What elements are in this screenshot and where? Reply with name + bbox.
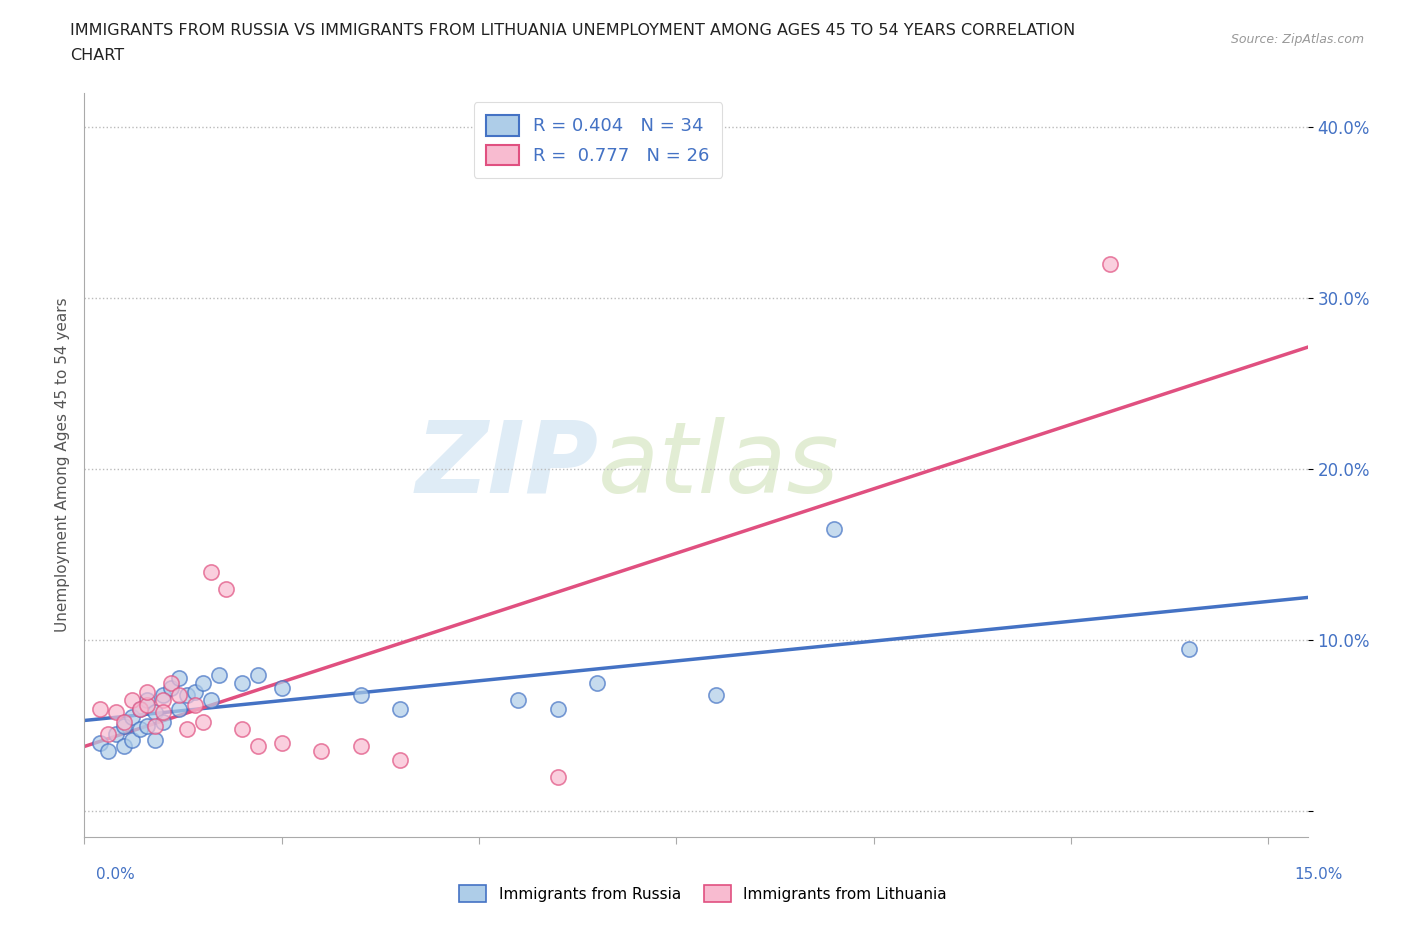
Point: [136, 684, 159, 699]
Text: CHART: CHART: [70, 48, 124, 63]
Point: [112, 715, 135, 730]
Point: [121, 710, 143, 724]
Point: [104, 705, 127, 720]
Point: [389, 701, 412, 716]
Point: [145, 705, 167, 720]
Point: [200, 565, 222, 579]
Point: [128, 722, 150, 737]
Point: [184, 698, 207, 712]
Point: [246, 667, 269, 682]
Point: [1099, 257, 1122, 272]
Point: [160, 681, 183, 696]
Point: [97, 727, 120, 742]
Legend: R = 0.404   N = 34, R =  0.777   N = 26: R = 0.404 N = 34, R = 0.777 N = 26: [474, 102, 723, 178]
Point: [152, 705, 174, 720]
Point: [1178, 642, 1201, 657]
Point: [200, 693, 222, 708]
Point: [145, 718, 167, 733]
Text: IMMIGRANTS FROM RUSSIA VS IMMIGRANTS FROM LITHUANIA UNEMPLOYMENT AMONG AGES 45 T: IMMIGRANTS FROM RUSSIA VS IMMIGRANTS FRO…: [70, 23, 1076, 38]
Y-axis label: Unemployment Among Ages 45 to 54 years: Unemployment Among Ages 45 to 54 years: [55, 298, 70, 632]
Point: [823, 522, 845, 537]
Point: [89, 736, 111, 751]
Point: [167, 701, 190, 716]
Point: [128, 701, 150, 716]
Point: [349, 739, 371, 754]
Point: [191, 715, 214, 730]
Text: 15.0%: 15.0%: [1295, 867, 1343, 882]
Point: [128, 701, 150, 716]
Point: [176, 687, 198, 702]
Point: [231, 722, 253, 737]
Point: [231, 675, 253, 690]
Point: [184, 684, 207, 699]
Point: [270, 736, 292, 751]
Text: atlas: atlas: [598, 417, 839, 513]
Point: [547, 770, 569, 785]
Point: [121, 732, 143, 747]
Point: [152, 693, 174, 708]
Point: [586, 675, 609, 690]
Point: [104, 727, 127, 742]
Point: [89, 701, 111, 716]
Point: [207, 667, 229, 682]
Point: [167, 671, 190, 685]
Text: Source: ZipAtlas.com: Source: ZipAtlas.com: [1230, 33, 1364, 46]
Point: [349, 687, 371, 702]
Point: [704, 687, 727, 702]
Point: [136, 718, 159, 733]
Point: [121, 693, 143, 708]
Point: [136, 698, 159, 712]
Text: ZIP: ZIP: [415, 417, 598, 513]
Text: 0.0%: 0.0%: [96, 867, 135, 882]
Point: [547, 701, 569, 716]
Point: [167, 687, 190, 702]
Point: [191, 675, 214, 690]
Point: [389, 752, 412, 767]
Point: [152, 687, 174, 702]
Point: [176, 722, 198, 737]
Legend: Immigrants from Russia, Immigrants from Lithuania: Immigrants from Russia, Immigrants from …: [453, 879, 953, 909]
Point: [136, 693, 159, 708]
Point: [246, 739, 269, 754]
Point: [508, 693, 530, 708]
Point: [160, 675, 183, 690]
Point: [215, 581, 238, 596]
Point: [112, 739, 135, 754]
Point: [97, 744, 120, 759]
Point: [145, 732, 167, 747]
Point: [270, 681, 292, 696]
Point: [152, 715, 174, 730]
Point: [309, 744, 332, 759]
Point: [112, 718, 135, 733]
